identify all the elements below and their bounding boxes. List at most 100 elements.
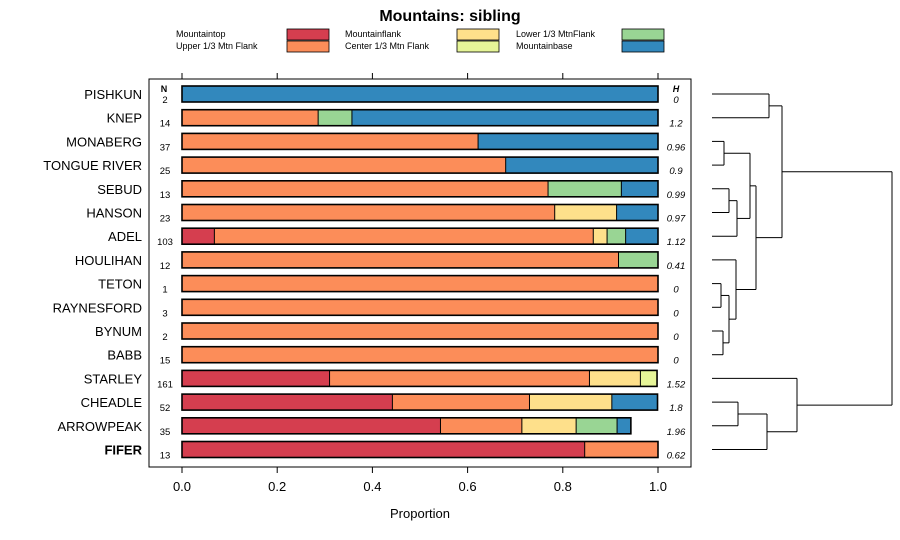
- n-value-babb: 15: [160, 356, 171, 367]
- bar-segment-arrowpeak-mountainflank: [521, 417, 577, 434]
- h-value-babb: 0: [673, 356, 679, 367]
- category-label-houlihan: HOULIHAN: [75, 253, 142, 268]
- legend: Mountaintop Upper 1/3 Mtn Flank Mountainfl…: [176, 28, 665, 53]
- bar-segment-arrowpeak-upper-1-3-mtn-flank: [440, 417, 522, 434]
- bar-segment-tongue-river-mountainbase: [505, 157, 658, 174]
- bar-segment-knep-upper-1-3-mtn-flank: [182, 109, 319, 126]
- bar-segment-bynum-upper-1-3-mtn-flank: [182, 323, 658, 339]
- h-value-teton: 0: [673, 285, 679, 296]
- bar-segment-cheadle-upper-1-3-mtn-flank: [392, 394, 530, 411]
- bar-segment-babb-upper-1-3-mtn-flank: [182, 346, 658, 363]
- x-tick-label: 1.0: [649, 479, 667, 494]
- category-label-monaberg: MONABERG: [66, 134, 142, 149]
- n-value-raynesford: 3: [162, 308, 167, 319]
- bar-outline-babb: [181, 345, 659, 364]
- h-value-sebud: 0.99: [667, 190, 686, 201]
- bar-segment-cheadle-mountaintop: [182, 394, 393, 411]
- bar-outline-cheadle: [181, 393, 659, 411]
- n-value-cheadle: 52: [160, 403, 171, 414]
- bar-segment-hanson-mountainflank: [554, 204, 617, 221]
- bar-segment-hanson-upper-1-3-mtn-flank: [182, 204, 555, 221]
- n-value-bynum: 2: [162, 332, 167, 343]
- bar-segment-adel-mountainflank: [593, 228, 608, 245]
- bar-segment-arrowpeak-lower-1-3-mtnflank: [576, 417, 618, 434]
- n-value-tongue-river: 25: [160, 166, 171, 177]
- bar-outline-bynum: [181, 322, 659, 340]
- bar-segment-adel-mountainbase: [625, 228, 658, 245]
- bar-outline-knep: [181, 108, 659, 127]
- category-label-raynesford: RAYNESFORD: [53, 300, 142, 315]
- bar-segment-cheadle-mountainflank: [529, 394, 612, 411]
- bar-segment-fifer-upper-1-3-mtn-flank: [584, 441, 658, 458]
- h-value-pishkun: 0: [673, 95, 679, 106]
- category-label-arrowpeak: ARROWPEAK: [57, 419, 142, 434]
- legend-label-lower-1-3-mtnflank: Lower 1/3 MtnFlank: [516, 29, 596, 39]
- bar-segment-pishkun-mountainbase: [182, 86, 658, 102]
- category-label-pishkun: PISHKUN: [84, 87, 142, 102]
- n-column-header: N: [161, 84, 168, 94]
- bar-segment-knep-mountainbase: [351, 109, 658, 126]
- bar-segment-sebud-upper-1-3-mtn-flank: [182, 180, 549, 197]
- bar-segment-sebud-lower-1-3-mtnflank: [548, 180, 622, 197]
- bar-segment-houlihan-upper-1-3-mtn-flank: [182, 251, 619, 268]
- h-value-cheadle: 1.8: [669, 403, 683, 414]
- plot-area: [148, 78, 692, 468]
- bar-segment-fifer-mountaintop: [182, 441, 585, 458]
- category-label-sebud: SEBUD: [97, 182, 142, 197]
- bar-outline-tongue-river: [181, 156, 659, 174]
- bar-outline-raynesford: [181, 298, 659, 317]
- category-label-bynum: BYNUM: [95, 324, 142, 339]
- category-label-knep: KNEP: [107, 111, 142, 126]
- n-value-starley: 161: [157, 379, 173, 390]
- bar-segment-adel-upper-1-3-mtn-flank: [214, 228, 594, 245]
- bar-segment-starley-mountainflank: [589, 370, 641, 387]
- category-label-babb: BABB: [107, 348, 142, 363]
- h-value-raynesford: 0: [673, 308, 679, 319]
- dendrogram: [712, 93, 893, 450]
- labels-group: PISHKUN 2 0 KNEP 14 1.2 MONABERG 37 0.96 TONGUE R…: [43, 87, 686, 462]
- x-tick-label: 0.6: [459, 479, 477, 494]
- bars-group: [181, 85, 659, 459]
- bar-segment-cheadle-mountainbase: [611, 394, 658, 411]
- n-value-houlihan: 12: [160, 261, 171, 272]
- bar-segment-arrowpeak-mountainbase: [617, 417, 631, 434]
- category-label-starley: STARLEY: [84, 371, 143, 386]
- bar-segment-starley-mountaintop: [182, 370, 330, 387]
- bar-segment-adel-lower-1-3-mtnflank: [607, 228, 626, 245]
- bar-segment-sebud-mountainbase: [621, 180, 658, 197]
- legend-label-mountainflank: Mountainflank: [345, 29, 402, 39]
- bar-segment-starley-upper-1-3-mtn-flank: [329, 370, 590, 387]
- category-label-tongue-river: TONGUE RIVER: [43, 158, 142, 173]
- n-value-arrowpeak: 35: [160, 427, 171, 438]
- chart-title: Mountains: sibling: [379, 8, 520, 25]
- bar-segment-teton-upper-1-3-mtn-flank: [182, 275, 658, 292]
- h-value-fifer: 0.62: [667, 451, 686, 462]
- bar-segment-arrowpeak-mountaintop: [182, 417, 441, 434]
- category-label-cheadle: CHEADLE: [81, 395, 143, 410]
- bar-segment-tongue-river-upper-1-3-mtn-flank: [182, 157, 506, 174]
- h-value-houlihan: 0.41: [667, 261, 686, 272]
- bar-outline-pishkun: [181, 85, 659, 103]
- n-value-monaberg: 37: [160, 142, 171, 153]
- n-value-knep: 14: [160, 119, 171, 130]
- h-value-knep: 1.2: [669, 119, 683, 130]
- bar-outline-starley: [181, 369, 658, 388]
- h-value-monaberg: 0.96: [667, 142, 686, 153]
- legend-swatch-mountainbase: [621, 40, 665, 53]
- legend-label-mountainbase: Mountainbase: [516, 41, 573, 51]
- category-label-teton: TETON: [98, 277, 142, 292]
- bar-segment-starley-center-1-3-mtn-flank: [640, 370, 658, 387]
- h-value-starley: 1.52: [667, 379, 686, 390]
- bar-segment-houlihan-lower-1-3-mtnflank: [618, 251, 658, 268]
- bar-segment-monaberg-upper-1-3-mtn-flank: [182, 133, 479, 150]
- h-value-bynum: 0: [673, 332, 679, 343]
- category-label-hanson: HANSON: [86, 206, 142, 221]
- legend-swatch-upper-1-3-mtn-flank: [286, 40, 330, 53]
- x-tick-label: 0.4: [363, 479, 381, 494]
- n-value-fifer: 13: [160, 451, 171, 462]
- bar-segment-adel-mountaintop: [182, 228, 215, 245]
- x-axis-label: Proportion: [390, 506, 450, 521]
- legend-swatch-mountaintop: [286, 28, 330, 41]
- n-value-adel: 103: [157, 237, 173, 248]
